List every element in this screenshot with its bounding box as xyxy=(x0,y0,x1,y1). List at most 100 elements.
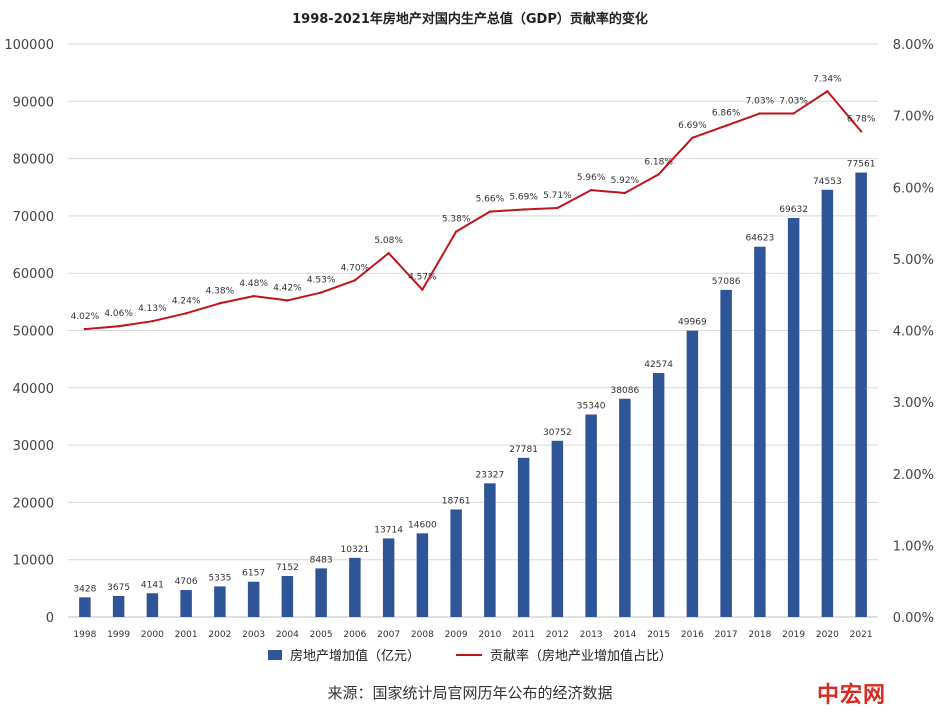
bar-value-label: 5335 xyxy=(208,573,231,583)
y-right-tick-label: 7.00% xyxy=(893,110,934,125)
x-tick-label: 2005 xyxy=(310,630,333,640)
y-right-tick-label: 2.00% xyxy=(893,468,934,483)
y-left-tick-label: 20000 xyxy=(13,496,54,511)
chart-title: 1998-2021年房地产对国内生产总值（GDP）贡献率的变化 xyxy=(292,12,648,27)
bar-value-label: 10321 xyxy=(341,545,370,555)
line-value-label: 4.13% xyxy=(138,304,167,314)
x-tick-label: 2000 xyxy=(141,630,164,640)
line-point xyxy=(758,112,762,115)
x-tick-label: 2016 xyxy=(681,630,704,640)
bar xyxy=(585,414,597,617)
bar-value-label: 35340 xyxy=(577,402,606,412)
bar xyxy=(247,581,260,617)
line-point xyxy=(83,327,87,331)
line-point xyxy=(454,230,458,233)
x-tick-label: 2001 xyxy=(175,630,198,640)
bar xyxy=(720,289,732,617)
x-tick-label: 2018 xyxy=(748,630,771,640)
source-note: 来源：国家统计局官网历年公布的经济数据 xyxy=(327,684,613,702)
bar-value-label: 27781 xyxy=(509,445,538,455)
x-tick-label: 1998 xyxy=(73,630,96,640)
y-right-tick-label: 5.00% xyxy=(893,253,934,268)
bar xyxy=(855,172,867,617)
bar-value-label: 18761 xyxy=(442,496,471,506)
bar-value-label: 14600 xyxy=(408,520,437,530)
line-value-label: 4.57% xyxy=(408,273,437,283)
line-point xyxy=(184,312,188,315)
bar xyxy=(517,457,530,617)
bar-value-label: 57086 xyxy=(712,277,741,287)
bar-value-label: 42574 xyxy=(644,360,673,370)
bar xyxy=(79,597,91,617)
line-value-label: 5.71% xyxy=(543,191,572,201)
line-point xyxy=(218,302,222,305)
line-value-label: 6.69% xyxy=(678,121,707,131)
x-tick-label: 2006 xyxy=(343,630,366,640)
bar-value-label: 77561 xyxy=(847,160,876,170)
bar xyxy=(652,373,665,617)
legend-item-line: 贡献率（房地产业增加值占比） xyxy=(456,645,672,664)
line-point xyxy=(792,112,795,115)
x-tick-label: 2008 xyxy=(411,630,434,640)
bar-value-label: 6157 xyxy=(242,569,265,579)
y-right-tick-label: 1.00% xyxy=(893,539,934,554)
x-tick-label: 2013 xyxy=(580,630,603,640)
line-series xyxy=(84,90,862,331)
bar-value-label: 13714 xyxy=(374,525,403,535)
bar xyxy=(787,218,800,617)
x-tick-label: 2021 xyxy=(850,630,873,640)
bar-value-label: 3675 xyxy=(107,583,130,593)
bar xyxy=(315,568,327,617)
line-value-label: 4.02% xyxy=(71,312,100,322)
line-point xyxy=(387,251,390,255)
line-value-label: 5.38% xyxy=(442,215,471,225)
x-tick-label: 2014 xyxy=(613,630,636,640)
legend-label-bar: 房地产增加值（亿元） xyxy=(289,649,420,664)
y-left-tick-label: 70000 xyxy=(13,210,54,225)
y-right-tick-label: 6.00% xyxy=(893,181,934,196)
x-tick-label: 2002 xyxy=(208,630,231,640)
line-point xyxy=(151,319,154,323)
legend-item-bar: 房地产增加值（亿元） xyxy=(267,645,420,664)
line-value-label: 6.86% xyxy=(712,109,741,119)
brand-logo: 中宏网 xyxy=(816,682,886,708)
bar-value-label: 69632 xyxy=(779,205,808,215)
x-tick-label: 2017 xyxy=(715,630,738,640)
legend-swatch-bar xyxy=(267,649,282,660)
bar xyxy=(112,595,125,617)
line-point xyxy=(589,188,593,192)
y-right-tick-label: 3.00% xyxy=(893,396,934,411)
bar xyxy=(450,509,462,617)
line-point xyxy=(252,294,255,298)
y-left-tick-label: 0 xyxy=(46,611,54,626)
line-point xyxy=(826,90,829,93)
y-left-tick-label: 10000 xyxy=(13,554,54,569)
y-left-tick-label: 90000 xyxy=(13,95,54,110)
bar xyxy=(686,330,699,617)
bar-value-label: 7152 xyxy=(276,563,299,573)
line-point xyxy=(691,136,694,140)
bar-value-label: 23327 xyxy=(476,470,505,480)
line-value-label: 5.66% xyxy=(476,195,505,205)
x-tick-label: 2003 xyxy=(242,630,265,640)
chart-canvas: 0 10000 20000 30000 40000 50000 60000 70000 8000… xyxy=(4,38,934,640)
line-point xyxy=(117,325,120,328)
line-value-label: 5.96% xyxy=(577,173,606,183)
y-right-tick-label: 8.00% xyxy=(893,38,934,53)
line-value-label: 7.03% xyxy=(779,96,808,106)
bar-value-label: 3428 xyxy=(73,584,96,594)
y-left-tick-label: 50000 xyxy=(13,325,54,340)
line-value-label: 5.69% xyxy=(509,192,538,202)
bar xyxy=(214,586,226,617)
bar xyxy=(484,483,496,617)
line-value-label: 4.48% xyxy=(239,279,268,289)
y-right-tick-label: 0.00% xyxy=(893,611,934,626)
bar-value-label: 64623 xyxy=(746,234,775,244)
line-value-label: 5.08% xyxy=(374,236,403,246)
bar xyxy=(349,557,361,617)
bar xyxy=(382,538,395,617)
line-point xyxy=(657,173,660,176)
line-value-label: 6.18% xyxy=(644,157,673,167)
line-point xyxy=(522,208,525,211)
line-point xyxy=(859,130,863,133)
